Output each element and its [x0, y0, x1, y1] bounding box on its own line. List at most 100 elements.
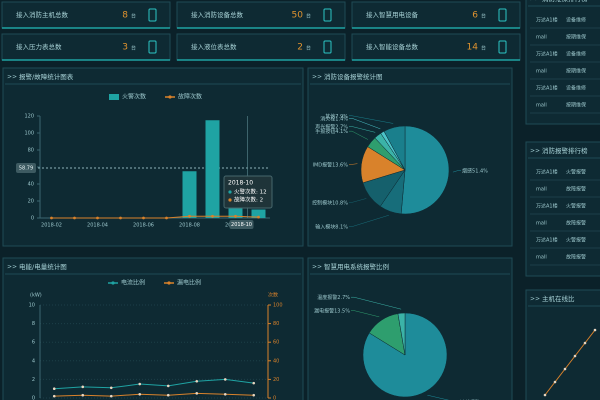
leader-line — [351, 296, 402, 310]
y2-axis-title: 次数 — [268, 292, 278, 299]
y-axis-title: (kW) — [30, 293, 42, 299]
legend-label: 故障次数 — [178, 93, 202, 101]
ranking-cell: mall — [536, 69, 547, 75]
pie-label-value: 10.8% — [332, 200, 348, 206]
panel — [2, 67, 304, 247]
line-point — [583, 341, 587, 345]
panel — [525, 141, 600, 277]
ranking-cell: mall — [536, 187, 547, 193]
pie-label: 手报按钮4.1% — [315, 128, 348, 135]
y-tick-label: 0 — [31, 216, 34, 222]
line-series — [51, 215, 259, 219]
mark-line-label: 58.79 — [19, 166, 33, 172]
pie-label-value: 4.1% — [335, 129, 348, 135]
tooltip-line: 故障次数: 2 — [234, 196, 263, 204]
y-tick-label: 80 — [28, 148, 34, 154]
chevron-icon: >> — [312, 74, 322, 81]
pie-label-name: IMD报警 — [312, 161, 332, 168]
stat-value: 2 — [297, 43, 303, 53]
y-tick-label: 2 — [32, 377, 35, 383]
legend-swatch-dot — [167, 281, 171, 285]
leader-line — [452, 170, 461, 173]
line-point — [109, 394, 113, 398]
pie-slice — [383, 125, 406, 171]
pie-label-value: 51.4% — [472, 168, 488, 174]
y-tick-label: 40 — [28, 182, 34, 188]
leader-line — [349, 214, 389, 227]
leader-line — [349, 130, 369, 140]
line-point — [109, 386, 113, 390]
stat-unit: 台 — [481, 13, 486, 20]
ranking-cell: mall — [536, 221, 547, 227]
stat-icon — [323, 40, 332, 54]
line-point — [543, 393, 547, 397]
line-point — [211, 214, 214, 218]
ranking-cell: 万达A1楼 — [536, 237, 558, 244]
legend-label: 电流比例 — [121, 279, 145, 287]
stat-card — [351, 33, 521, 61]
ranking-cell: 万达A1楼 — [536, 51, 558, 58]
pie-slice — [400, 125, 450, 215]
ranking-cell: 火警报警 — [566, 203, 586, 210]
leader-line — [349, 126, 376, 133]
line-point — [252, 393, 256, 397]
panel-title: 电能/电量统计图 — [19, 262, 67, 271]
pie-label-name: 声光报警 — [315, 123, 335, 130]
pie-label-name: 过载报警 — [460, 398, 480, 400]
stat-value: 3 — [122, 43, 128, 53]
pie-label-name: 输入模块 — [315, 223, 335, 230]
y2-tick-label: 20 — [273, 377, 279, 383]
legend-label: 漏电比例 — [177, 279, 201, 287]
x-tick-label: 2018-02 — [41, 223, 62, 229]
stat-icon — [148, 40, 157, 54]
x-tick-label: 2018-04 — [87, 223, 108, 229]
pie-label-value: 8.1% — [335, 224, 348, 230]
legend-swatch-dot — [111, 281, 115, 285]
pie-label-name: 温度报警 — [317, 294, 337, 301]
y2-tick-label: 60 — [273, 340, 279, 346]
pie-label-name: 控制模块 — [312, 199, 332, 206]
panel — [525, 289, 600, 400]
stat-unit: 台 — [306, 13, 311, 20]
ranking-cell: 万达A1楼 — [536, 85, 558, 92]
chevron-icon: >> — [7, 74, 17, 81]
pie-label-name: 漏电报警 — [314, 307, 334, 314]
legend-swatch-dot — [168, 95, 172, 99]
line-series — [54, 378, 254, 390]
stat-card — [1, 1, 171, 29]
line-point — [96, 216, 99, 220]
line-point — [234, 214, 237, 218]
line-point — [257, 215, 260, 219]
stat-unit: 台 — [131, 13, 136, 20]
line-point — [119, 216, 122, 220]
x-tick-label: 2018-06 — [133, 223, 154, 229]
line-point — [573, 354, 577, 358]
pie-label: 其他7.9% — [325, 112, 348, 119]
y-tick-label: 6 — [32, 340, 35, 346]
bar — [182, 171, 197, 218]
y-tick-label: 0 — [32, 396, 35, 400]
stat-unit: 台 — [131, 45, 136, 52]
leader-line — [349, 198, 367, 203]
ranking-cell: 设备维修 — [566, 17, 586, 24]
pie-label: 输入模块8.1% — [315, 223, 348, 230]
stat-icon — [498, 40, 507, 54]
ranking-cell: 设备维修 — [566, 51, 586, 58]
pie-label: 烟感51.4% — [462, 167, 488, 174]
panel-title: 消防维保排行榜 — [542, 0, 588, 3]
axis-pointer-badge — [229, 220, 254, 229]
stat-card — [176, 1, 346, 29]
line-point — [138, 392, 142, 396]
line-point — [138, 382, 142, 386]
pie-label-value: 13.6% — [332, 162, 348, 168]
ranking-cell: 按期维保 — [566, 68, 586, 75]
line-point — [593, 328, 597, 332]
line-point — [81, 385, 85, 389]
line-point — [223, 378, 227, 381]
tooltip — [223, 175, 273, 209]
line-point — [166, 393, 170, 397]
stat-value: 14 — [467, 43, 479, 53]
stat-value: 6 — [472, 11, 478, 21]
panel-title: 报警/故障统计图表 — [19, 72, 74, 81]
